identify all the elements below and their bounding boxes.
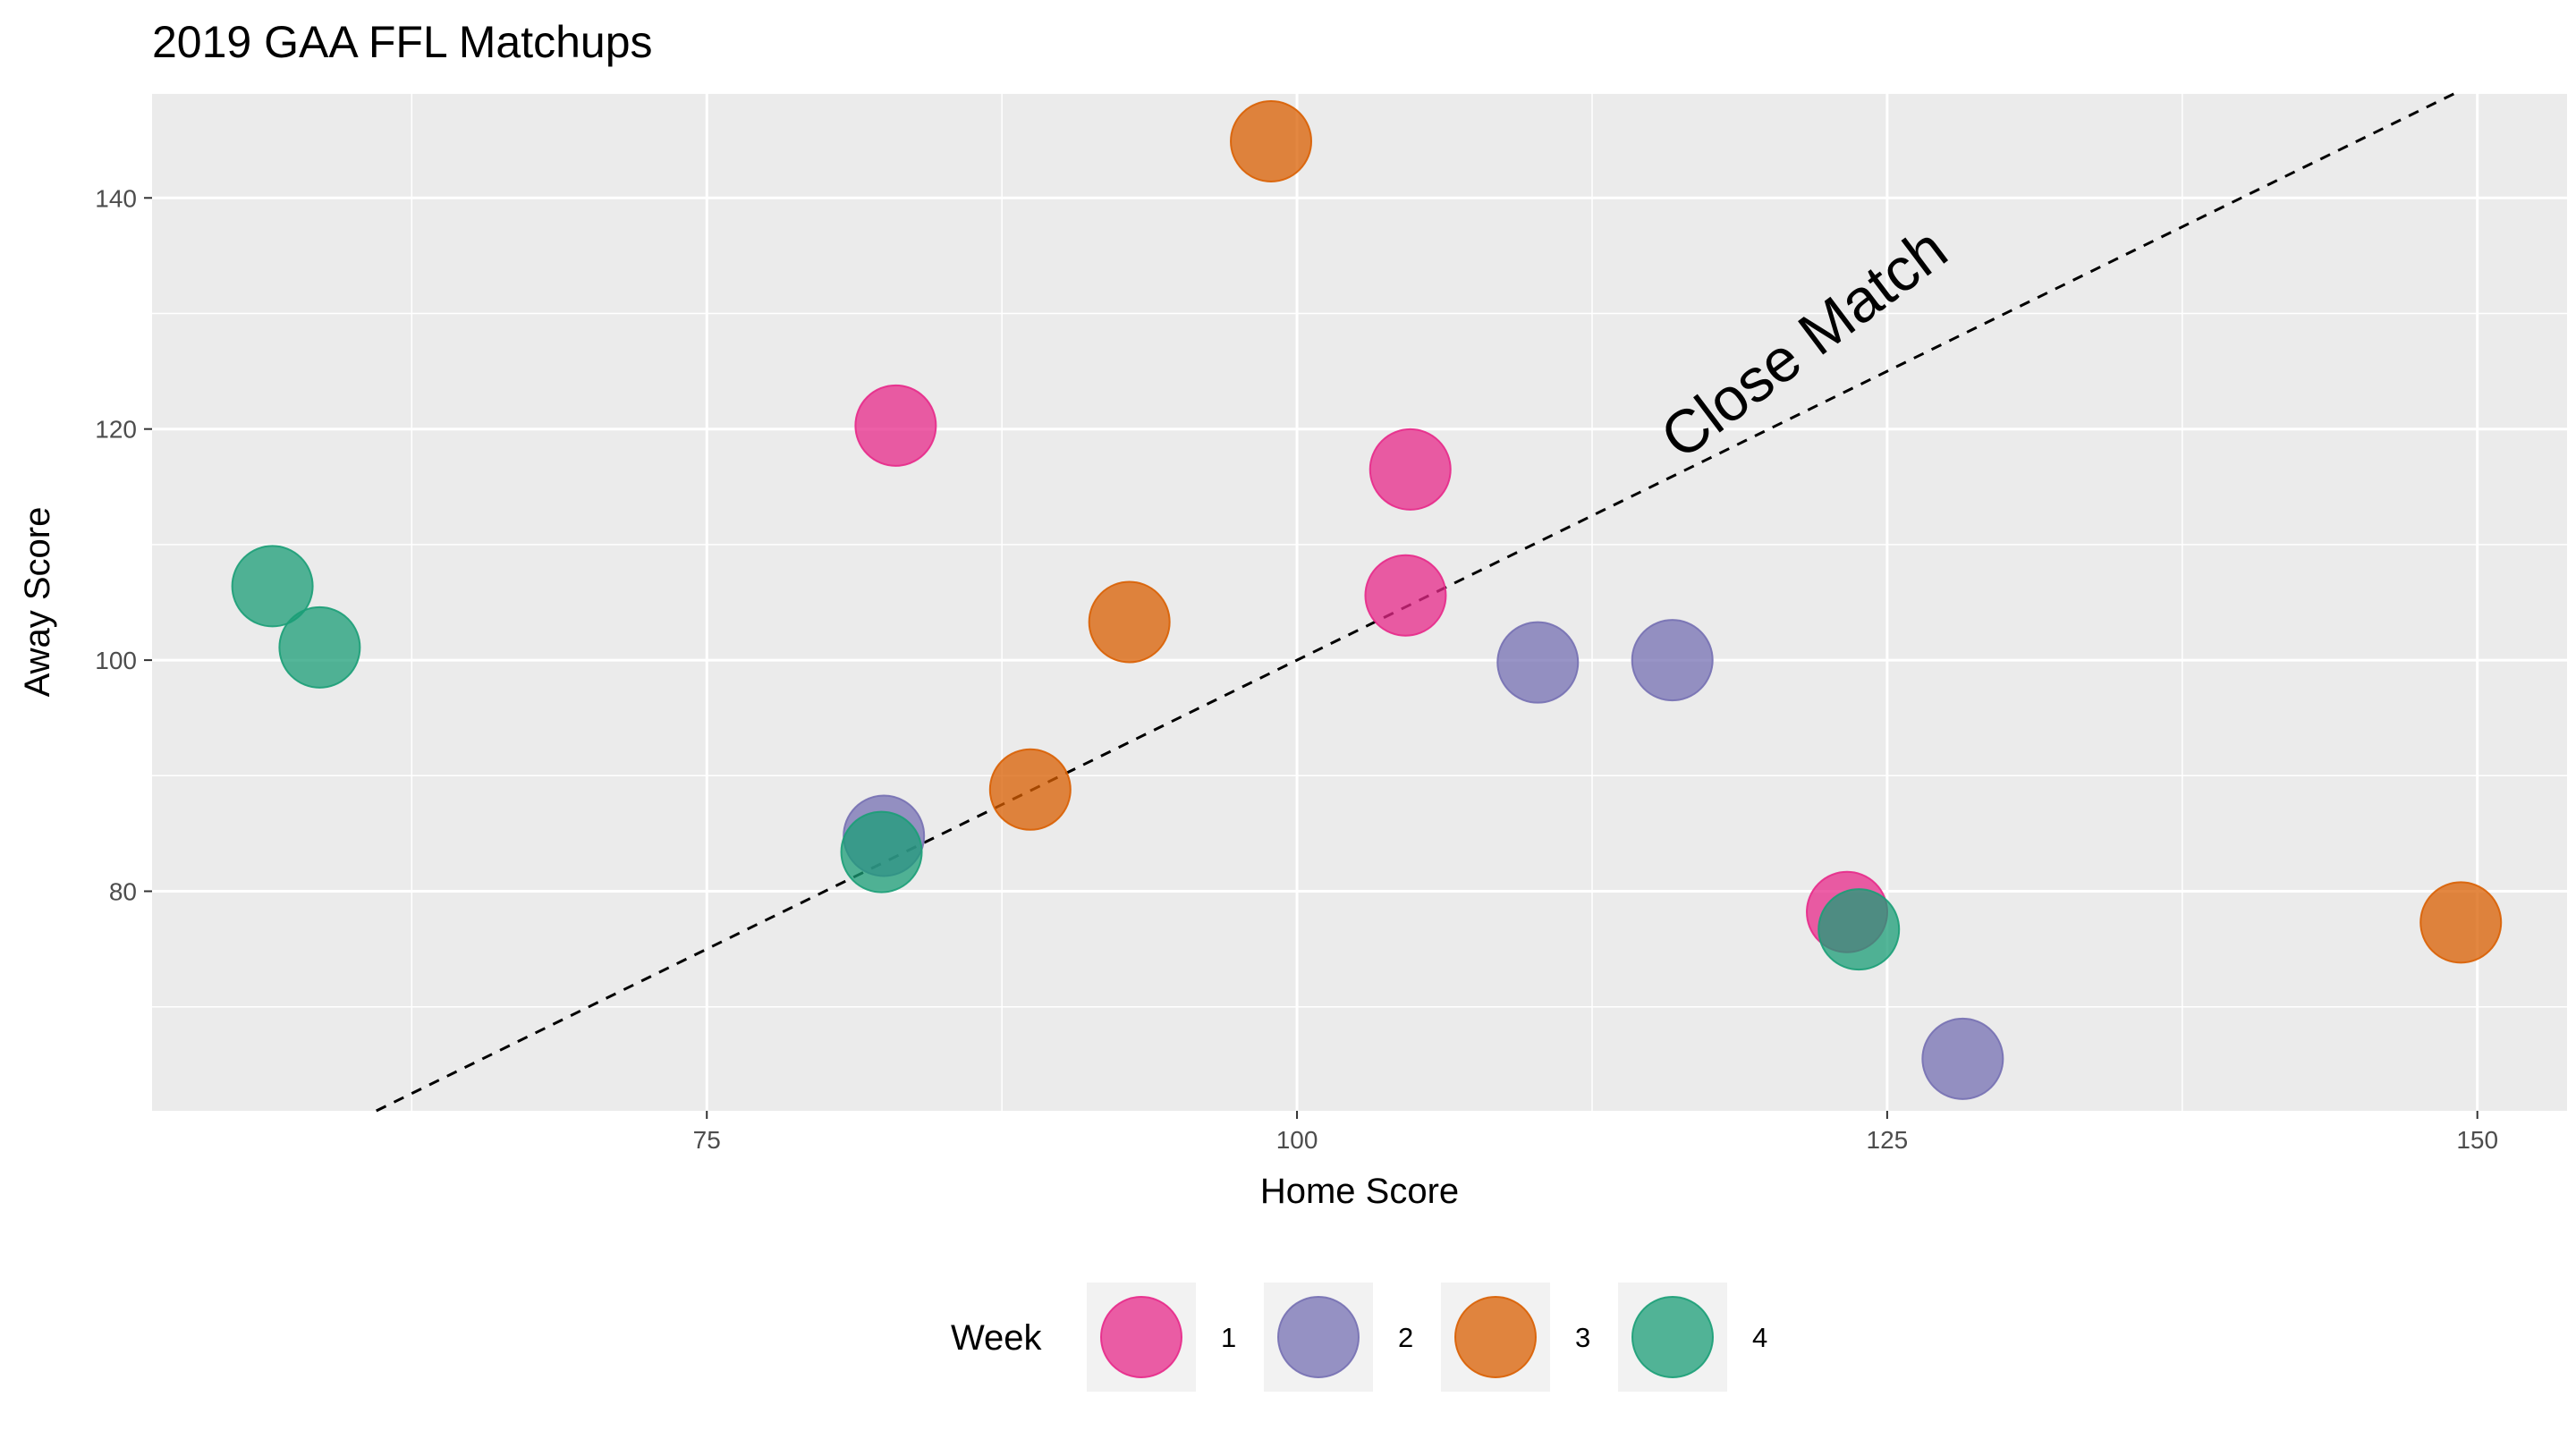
legend-key-week-2: [1277, 1296, 1360, 1378]
y-axis-tick-label: 120: [95, 416, 137, 444]
x-axis-tick-label: 150: [2456, 1126, 2498, 1154]
scatter-point-week-3: [2419, 881, 2503, 964]
scatter-point-week-2: [1921, 1017, 2004, 1100]
legend-entries: 1 2 3 4: [1087, 1283, 1767, 1392]
legend-key-week-4: [1631, 1296, 1714, 1378]
chart-title: 2019 GAA FFL Matchups: [152, 17, 653, 67]
y-axis-tick-label: 100: [95, 647, 137, 674]
x-axis: 75 100 125 150: [693, 1111, 2498, 1154]
scatter-point-week-3: [988, 748, 1072, 831]
scatter-point-week-1: [1368, 428, 1452, 511]
legend-label-week-3: 3: [1575, 1322, 1590, 1353]
y-axis: 80 100 120 140: [95, 184, 152, 906]
x-axis-tick-label: 100: [1276, 1126, 1318, 1154]
scatter-point-week-1: [854, 384, 937, 467]
scatter-point-week-4: [840, 810, 923, 893]
scatter-point-week-3: [1088, 580, 1171, 664]
legend: Week 1 2 3 4: [951, 1283, 1767, 1392]
plot-panel: [152, 94, 2567, 1111]
scatter-point-week-4: [278, 605, 361, 689]
legend-title: Week: [951, 1318, 1043, 1358]
legend-label-week-1: 1: [1221, 1322, 1236, 1353]
points-layer: [231, 99, 2503, 1100]
x-axis-tick-label: 125: [1867, 1126, 1909, 1154]
scatter-point-week-1: [1364, 554, 1447, 637]
x-axis-tick-label: 75: [693, 1126, 721, 1154]
scatter-point-week-4: [231, 545, 314, 628]
y-axis-tick-label: 80: [109, 878, 137, 906]
scatter-point-week-2: [1631, 619, 1714, 702]
grid-major-lines: [152, 94, 2567, 1111]
x-axis-title: Home Score: [1260, 1172, 1459, 1211]
legend-key-week-3: [1454, 1296, 1537, 1378]
legend-label-week-2: 2: [1398, 1322, 1413, 1353]
legend-label-week-4: 4: [1752, 1322, 1767, 1353]
y-axis-tick-label: 140: [95, 184, 137, 212]
legend-key-week-1: [1100, 1296, 1182, 1378]
scatter-point-week-2: [1496, 621, 1580, 704]
grid-minor-lines: [152, 94, 2567, 1111]
scatter-point-week-4: [1818, 888, 1901, 971]
scatter-point-week-3: [1230, 99, 1313, 182]
y-axis-title: Away Score: [18, 507, 57, 698]
